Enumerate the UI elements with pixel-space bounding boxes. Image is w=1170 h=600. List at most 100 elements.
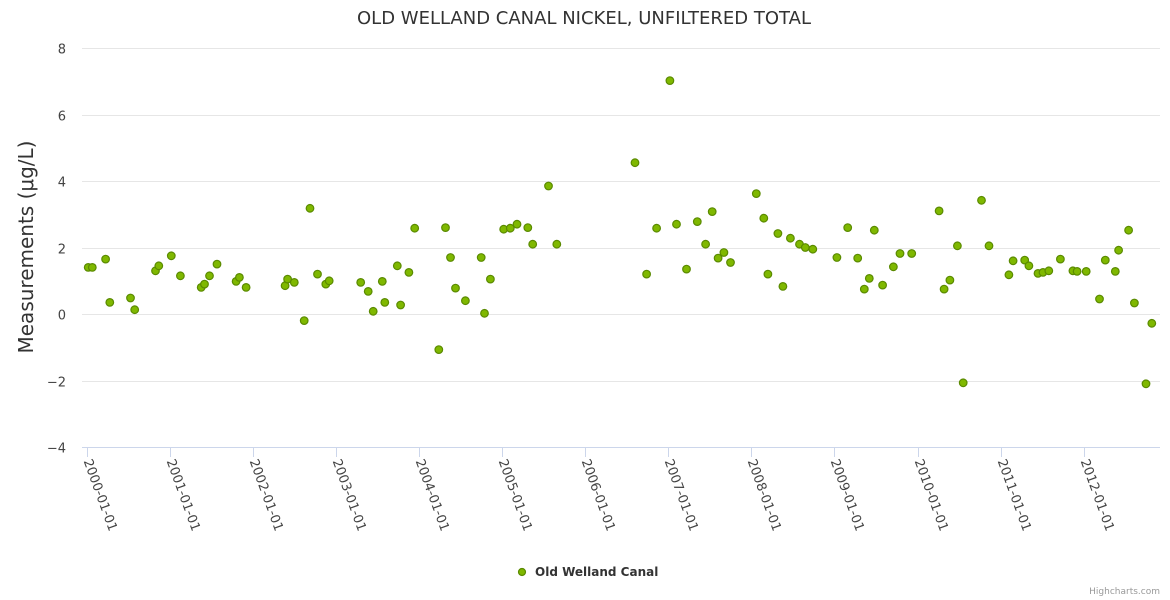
data-point[interactable] [446, 253, 455, 262]
data-point[interactable] [356, 278, 366, 287]
data-point[interactable] [523, 223, 533, 233]
data-point[interactable] [1081, 267, 1091, 276]
data-point[interactable] [299, 316, 309, 326]
data-point[interactable] [977, 195, 986, 205]
data-point[interactable] [126, 293, 135, 303]
data-point[interactable] [101, 254, 110, 264]
data-point[interactable] [377, 277, 387, 286]
data-point[interactable] [1141, 379, 1151, 389]
data-point[interactable] [808, 244, 818, 254]
data-point[interactable] [404, 268, 414, 277]
data-point[interactable] [410, 223, 420, 233]
data-point[interactable] [652, 223, 661, 233]
data-point[interactable] [1055, 254, 1065, 264]
data-point[interactable] [528, 239, 538, 249]
data-point[interactable] [1024, 261, 1034, 271]
data-point[interactable] [707, 207, 717, 217]
data-point[interactable] [305, 203, 315, 213]
data-point[interactable] [1095, 294, 1104, 304]
data-point[interactable] [166, 251, 176, 261]
data-point[interactable] [859, 284, 869, 294]
data-point[interactable] [642, 269, 651, 279]
data-point[interactable] [1110, 267, 1120, 276]
legend-label[interactable]: Old Welland Canal [535, 565, 658, 579]
data-point[interactable] [1020, 255, 1030, 265]
data-point[interactable] [324, 276, 334, 286]
data-point[interactable] [200, 279, 209, 289]
data-point[interactable] [505, 223, 515, 233]
data-point[interactable] [665, 76, 675, 85]
data-point[interactable] [205, 271, 214, 281]
data-point[interactable] [396, 300, 406, 310]
data-point[interactable] [234, 273, 244, 282]
data-point[interactable] [878, 280, 887, 290]
data-point[interactable] [1072, 267, 1082, 276]
data-point[interactable] [480, 308, 489, 318]
legend-marker[interactable] [517, 567, 527, 577]
data-point[interactable] [1147, 318, 1157, 328]
data-point[interactable] [313, 269, 322, 279]
data-point[interactable] [953, 241, 962, 251]
data-point[interactable] [832, 253, 842, 262]
data-point[interactable] [486, 274, 495, 284]
data-point[interactable] [864, 274, 874, 283]
data-point[interactable] [212, 259, 222, 269]
data-point[interactable] [392, 261, 402, 271]
legend[interactable]: Old Welland Canal [517, 565, 659, 579]
data-point[interactable] [175, 271, 185, 281]
y-tick-label: −4 [47, 442, 66, 457]
data-point[interactable] [672, 219, 681, 229]
data-point[interactable] [843, 223, 853, 233]
data-point[interactable] [552, 239, 562, 249]
data-point[interactable] [368, 306, 378, 316]
data-point[interactable] [476, 253, 486, 262]
data-point[interactable] [778, 282, 788, 291]
data-point[interactable] [889, 262, 898, 272]
data-point[interactable] [773, 229, 783, 238]
data-point[interactable] [726, 258, 735, 267]
data-point[interactable] [363, 287, 373, 296]
data-point[interactable] [154, 261, 164, 271]
credits-link[interactable]: Highcharts.com [1089, 587, 1160, 597]
data-point[interactable] [461, 296, 470, 306]
data-point[interactable] [713, 253, 723, 263]
data-point[interactable] [800, 243, 810, 252]
data-point[interactable] [512, 219, 522, 229]
data-point[interactable] [1114, 245, 1123, 255]
data-point[interactable] [434, 345, 444, 355]
data-point[interactable] [907, 249, 917, 258]
data-point[interactable] [701, 239, 710, 249]
data-point[interactable] [853, 253, 863, 263]
data-point[interactable] [939, 284, 949, 294]
data-point[interactable] [441, 223, 450, 233]
data-point[interactable] [759, 213, 769, 223]
data-point[interactable] [786, 233, 795, 243]
data-point[interactable] [895, 249, 905, 258]
data-point[interactable] [130, 305, 140, 315]
data-point[interactable] [984, 241, 994, 251]
data-point[interactable] [869, 225, 879, 235]
data-point[interactable] [1100, 255, 1110, 265]
data-point[interactable] [451, 283, 460, 293]
series-old-welland-canal[interactable] [83, 76, 1157, 389]
data-point[interactable] [763, 269, 773, 279]
data-point[interactable] [241, 283, 251, 292]
data-point[interactable] [1124, 225, 1133, 235]
data-point[interactable] [1004, 270, 1014, 280]
data-point[interactable] [751, 189, 761, 199]
data-point[interactable] [1008, 256, 1018, 266]
data-point[interactable] [682, 264, 691, 274]
data-point[interactable] [544, 181, 553, 191]
data-point[interactable] [630, 158, 640, 168]
data-point[interactable] [1044, 266, 1054, 276]
data-point[interactable] [958, 378, 968, 388]
data-point[interactable] [289, 278, 299, 287]
data-point[interactable] [945, 275, 955, 285]
data-point[interactable] [934, 206, 944, 216]
data-point[interactable] [87, 263, 97, 272]
data-point[interactable] [380, 298, 390, 307]
data-point[interactable] [692, 217, 702, 227]
data-point[interactable] [719, 248, 729, 257]
data-point[interactable] [1129, 298, 1139, 308]
data-point[interactable] [105, 298, 115, 307]
